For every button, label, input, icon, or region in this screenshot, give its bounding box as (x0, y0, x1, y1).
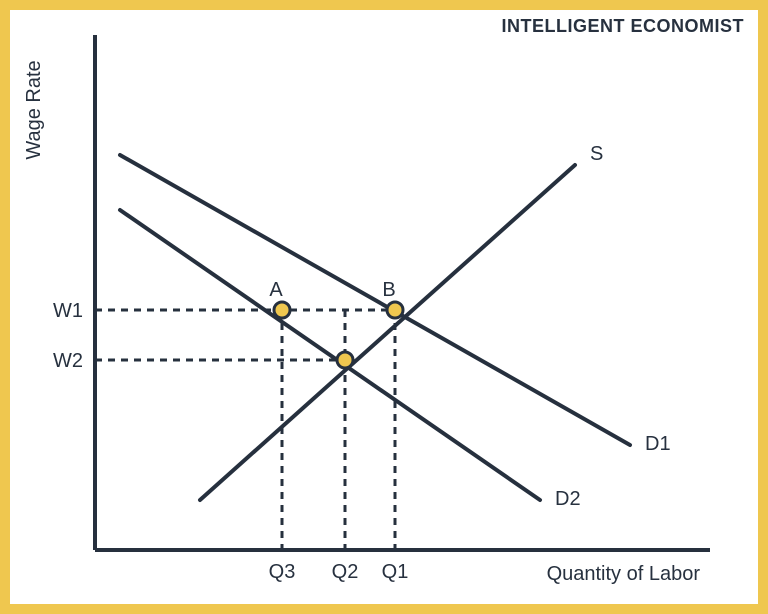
chart-frame: INTELLIGENT ECONOMIST Wage Rate Quantity … (0, 0, 768, 614)
xtick-Q2: Q2 (332, 561, 359, 583)
curve-S (200, 165, 575, 500)
ytick-W2: W2 (53, 350, 83, 372)
curve-D1 (120, 155, 630, 445)
point-A (274, 302, 290, 318)
xtick-Q3: Q3 (269, 561, 296, 583)
x-axis-label: Quantity of Labor (547, 563, 701, 585)
curve-label-D1: D1 (645, 433, 671, 455)
xtick-Q1: Q1 (382, 561, 409, 583)
point-label-B: B (382, 279, 395, 301)
curve-label-S: S (590, 143, 603, 165)
brand-label: INTELLIGENT ECONOMIST (502, 16, 745, 37)
y-axis-label: Wage Rate (23, 60, 45, 159)
point-label-A: A (269, 279, 283, 301)
point-B (387, 302, 403, 318)
econ-chart-svg: Wage Rate Quantity of Labor W1 W2 Q3 Q2 Q1 S D1 D… (10, 10, 758, 604)
curve-label-D2: D2 (555, 488, 581, 510)
ytick-W1: W1 (53, 300, 83, 322)
point-C (337, 352, 353, 368)
